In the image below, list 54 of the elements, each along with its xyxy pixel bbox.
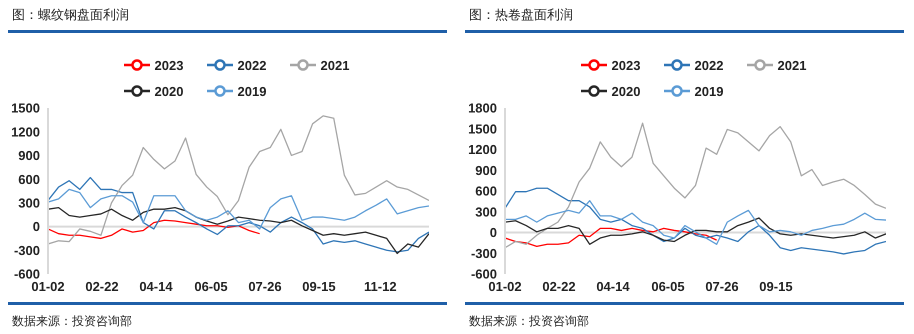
line-series	[48, 206, 429, 254]
source-note: 数据来源：投资咨询部	[12, 313, 132, 330]
y-tick-label: 0	[490, 225, 497, 240]
legend-label: 2023	[612, 58, 640, 72]
x-tick-label: 04-14	[596, 279, 630, 294]
y-tick-label: 1500	[468, 121, 497, 136]
y-tick-label: 1500	[11, 100, 40, 116]
y-tick-label: 300	[18, 195, 40, 210]
legend-label: 2022	[694, 58, 724, 72]
legend-label: 2020	[154, 84, 184, 98]
y-tick-label: 600	[475, 184, 497, 199]
y-tick-label: 0	[32, 219, 40, 234]
x-tick-label: 07-26	[705, 279, 739, 294]
x-tick-label: 09-15	[759, 279, 793, 294]
line-series	[48, 115, 429, 245]
line-series	[505, 188, 886, 255]
y-tick-label: 1800	[468, 100, 497, 116]
line-series	[505, 228, 718, 247]
chart-title: 图：热卷盘面利润	[469, 7, 573, 24]
y-tick-label: 1200	[11, 124, 40, 140]
x-tick-label: 01-02	[31, 279, 65, 294]
y-tick-label: -600	[14, 266, 40, 282]
y-tick-label: 300	[475, 204, 497, 220]
line-series	[48, 188, 429, 230]
legend-label: 2021	[320, 58, 350, 72]
x-tick-label: 11-12	[364, 279, 397, 294]
chart-title: 图：螺纹钢盘面利润	[12, 7, 129, 24]
y-tick-label: -300	[470, 246, 497, 261]
y-tick-label: 1200	[468, 142, 497, 158]
line-series	[505, 200, 886, 245]
x-tick-label: 06-05	[651, 279, 685, 294]
line-series	[505, 217, 886, 245]
y-tick-label: -600	[470, 266, 497, 282]
x-tick-label: 04-14	[139, 279, 174, 294]
x-tick-label: 02-22	[85, 279, 119, 294]
y-tick-label: -300	[14, 242, 40, 258]
y-tick-label: 600	[18, 172, 40, 187]
line-series	[505, 122, 886, 248]
y-tick-label: 900	[18, 148, 40, 164]
x-tick-label: 09-15	[302, 279, 336, 294]
line-series	[48, 220, 260, 240]
x-tick-label: 07-26	[248, 279, 282, 294]
legend-label: 2019	[694, 84, 724, 98]
legend-label: 2023	[154, 58, 184, 72]
legend-label: 2021	[778, 58, 806, 72]
legend-label: 2020	[612, 84, 640, 98]
x-tick-label: 01-02	[488, 279, 522, 294]
legend-label: 2022	[238, 58, 266, 72]
x-tick-label: 06-05	[194, 279, 228, 294]
source-note: 数据来源：投资咨询部	[469, 313, 589, 330]
x-tick-label: 02-22	[542, 279, 576, 294]
y-tick-label: 900	[475, 162, 497, 178]
line-series	[48, 176, 429, 253]
legend-label: 2019	[238, 84, 266, 98]
